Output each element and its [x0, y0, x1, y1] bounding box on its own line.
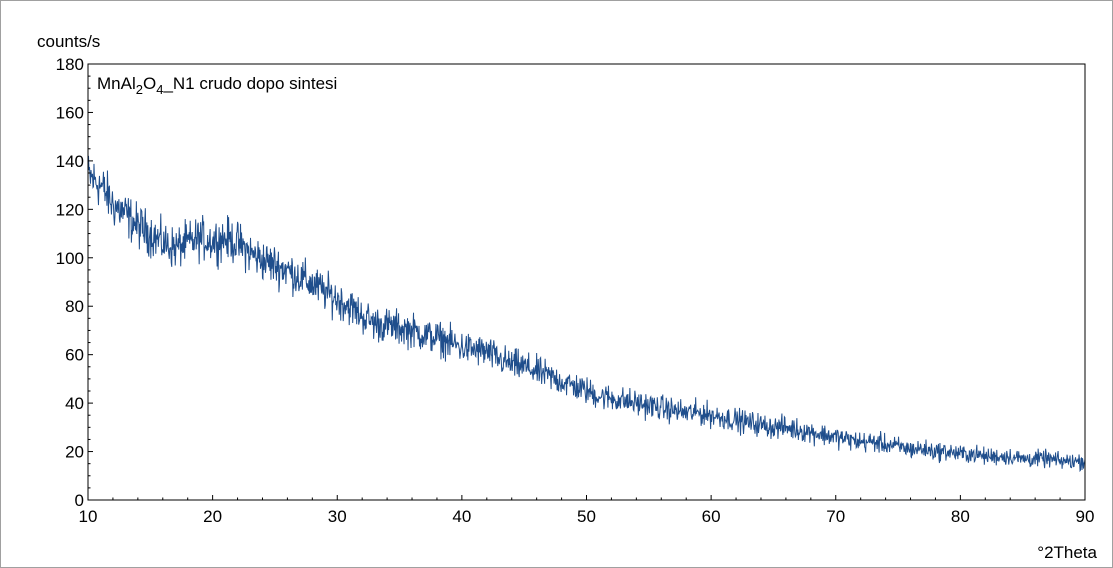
- x-tick-label: 50: [577, 507, 596, 526]
- x-tick-label: 90: [1076, 507, 1095, 526]
- y-tick-label: 80: [65, 297, 84, 316]
- y-axis: 0 20 40 60 80 100 120 140 160 180: [56, 55, 93, 510]
- x-axis: 10 20 30 40 50 60 70 80 90: [79, 495, 1095, 526]
- x-tick-label: 70: [826, 507, 845, 526]
- y-tick-label: 100: [56, 249, 84, 268]
- xrd-series-line: [87, 155, 1086, 473]
- y-tick-label: 0: [75, 491, 84, 510]
- x-tick-label: 10: [79, 507, 98, 526]
- x-tick-label: 40: [452, 507, 471, 526]
- y-tick-label: 60: [65, 346, 84, 365]
- y-tick-label: 160: [56, 103, 84, 122]
- annotation-text: MnAl: [97, 74, 136, 93]
- y-tick-label: 120: [56, 200, 84, 219]
- annotation-text: O: [143, 74, 156, 93]
- series-line-group: [87, 155, 1086, 473]
- sample-annotation: MnAl2O4_N1 crudo dopo sintesi: [97, 74, 337, 97]
- x-tick-label: 20: [203, 507, 222, 526]
- annotation-subscript: 2: [136, 82, 143, 97]
- y-tick-label: 140: [56, 152, 84, 171]
- annotation-subscript: 4: [156, 82, 163, 97]
- y-tick-label: 40: [65, 394, 84, 413]
- y-tick-label: 180: [56, 55, 84, 74]
- x-tick-label: 30: [328, 507, 347, 526]
- x-tick-label: 60: [702, 507, 721, 526]
- x-tick-label: 80: [951, 507, 970, 526]
- x-axis-label: °2Theta: [1037, 543, 1097, 562]
- annotation-text: _N1 crudo dopo sintesi: [162, 74, 337, 93]
- y-tick-label: 20: [65, 443, 84, 462]
- y-axis-label: counts/s: [37, 32, 100, 51]
- plot-area-border: [87, 63, 1086, 501]
